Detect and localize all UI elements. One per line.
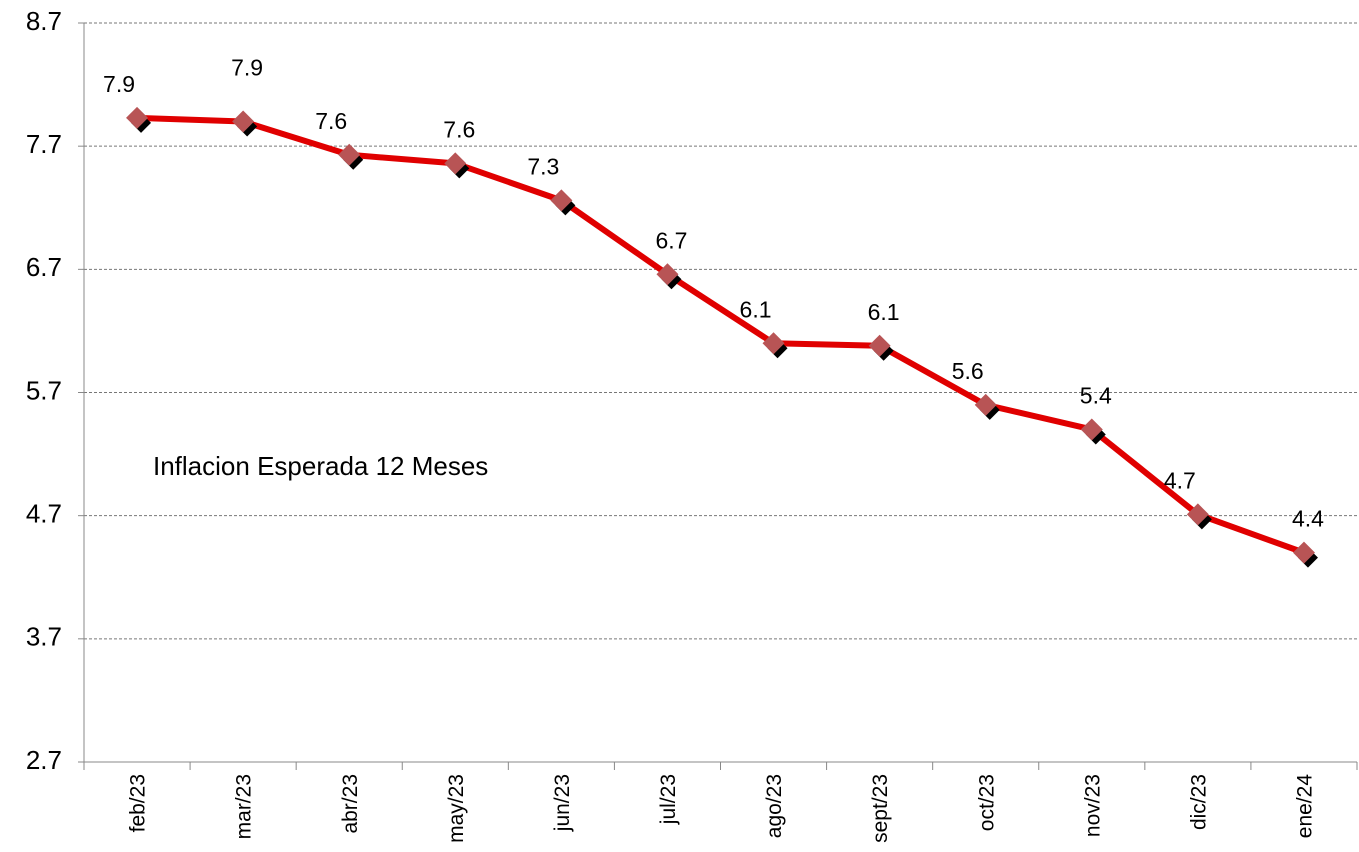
- marker: [1080, 418, 1103, 441]
- value-label: 6.1: [740, 296, 772, 322]
- x-tick-label: oct/23: [975, 774, 998, 831]
- x-tick-label: jun/23: [551, 774, 574, 832]
- value-label: 4.7: [1164, 468, 1196, 494]
- x-tick-label: mar/23: [233, 774, 256, 839]
- x-tick-label: feb/23: [127, 774, 150, 832]
- value-label: 5.6: [952, 358, 984, 384]
- y-tick-label: 6.7: [26, 252, 62, 282]
- x-tick-label: may/23: [445, 774, 468, 843]
- annotation: Inflacion Esperada 12 Meses: [153, 451, 488, 481]
- value-label: 4.4: [1292, 506, 1324, 532]
- marker: [1292, 541, 1315, 564]
- x-tick-label: ago/23: [763, 774, 786, 838]
- marker: [232, 110, 255, 133]
- value-label: 7.9: [231, 55, 263, 81]
- y-tick-label: 8.7: [26, 6, 62, 36]
- x-tick-label: nov/23: [1081, 774, 1104, 837]
- marker: [444, 152, 467, 175]
- y-tick-label: 7.7: [26, 129, 62, 159]
- marker: [656, 263, 679, 286]
- value-label: 5.4: [1080, 383, 1112, 409]
- y-tick-label: 5.7: [26, 375, 62, 405]
- value-label: 7.9: [103, 71, 135, 97]
- value-label: 6.7: [655, 227, 687, 253]
- marker: [126, 106, 149, 129]
- x-tick-label: sept/23: [869, 774, 892, 843]
- x-tick-label: dic/23: [1187, 774, 1210, 830]
- x-tick-label: abr/23: [339, 774, 362, 834]
- marker: [868, 334, 891, 357]
- marker: [550, 189, 573, 212]
- marker: [1186, 503, 1209, 526]
- value-label: 7.3: [527, 153, 559, 179]
- marker: [762, 332, 785, 355]
- x-tick-label: ene/24: [1294, 774, 1317, 839]
- series-line: [136, 114, 1305, 556]
- value-label: 6.1: [868, 299, 900, 325]
- y-tick-label: 2.7: [26, 745, 62, 775]
- marker: [974, 393, 997, 416]
- y-tick-label: 3.7: [26, 622, 62, 652]
- marker: [338, 143, 361, 166]
- x-tick-label: jul/23: [657, 774, 680, 825]
- value-label: 7.6: [443, 116, 475, 142]
- y-tick-label: 4.7: [26, 499, 62, 529]
- value-label: 7.6: [315, 108, 347, 134]
